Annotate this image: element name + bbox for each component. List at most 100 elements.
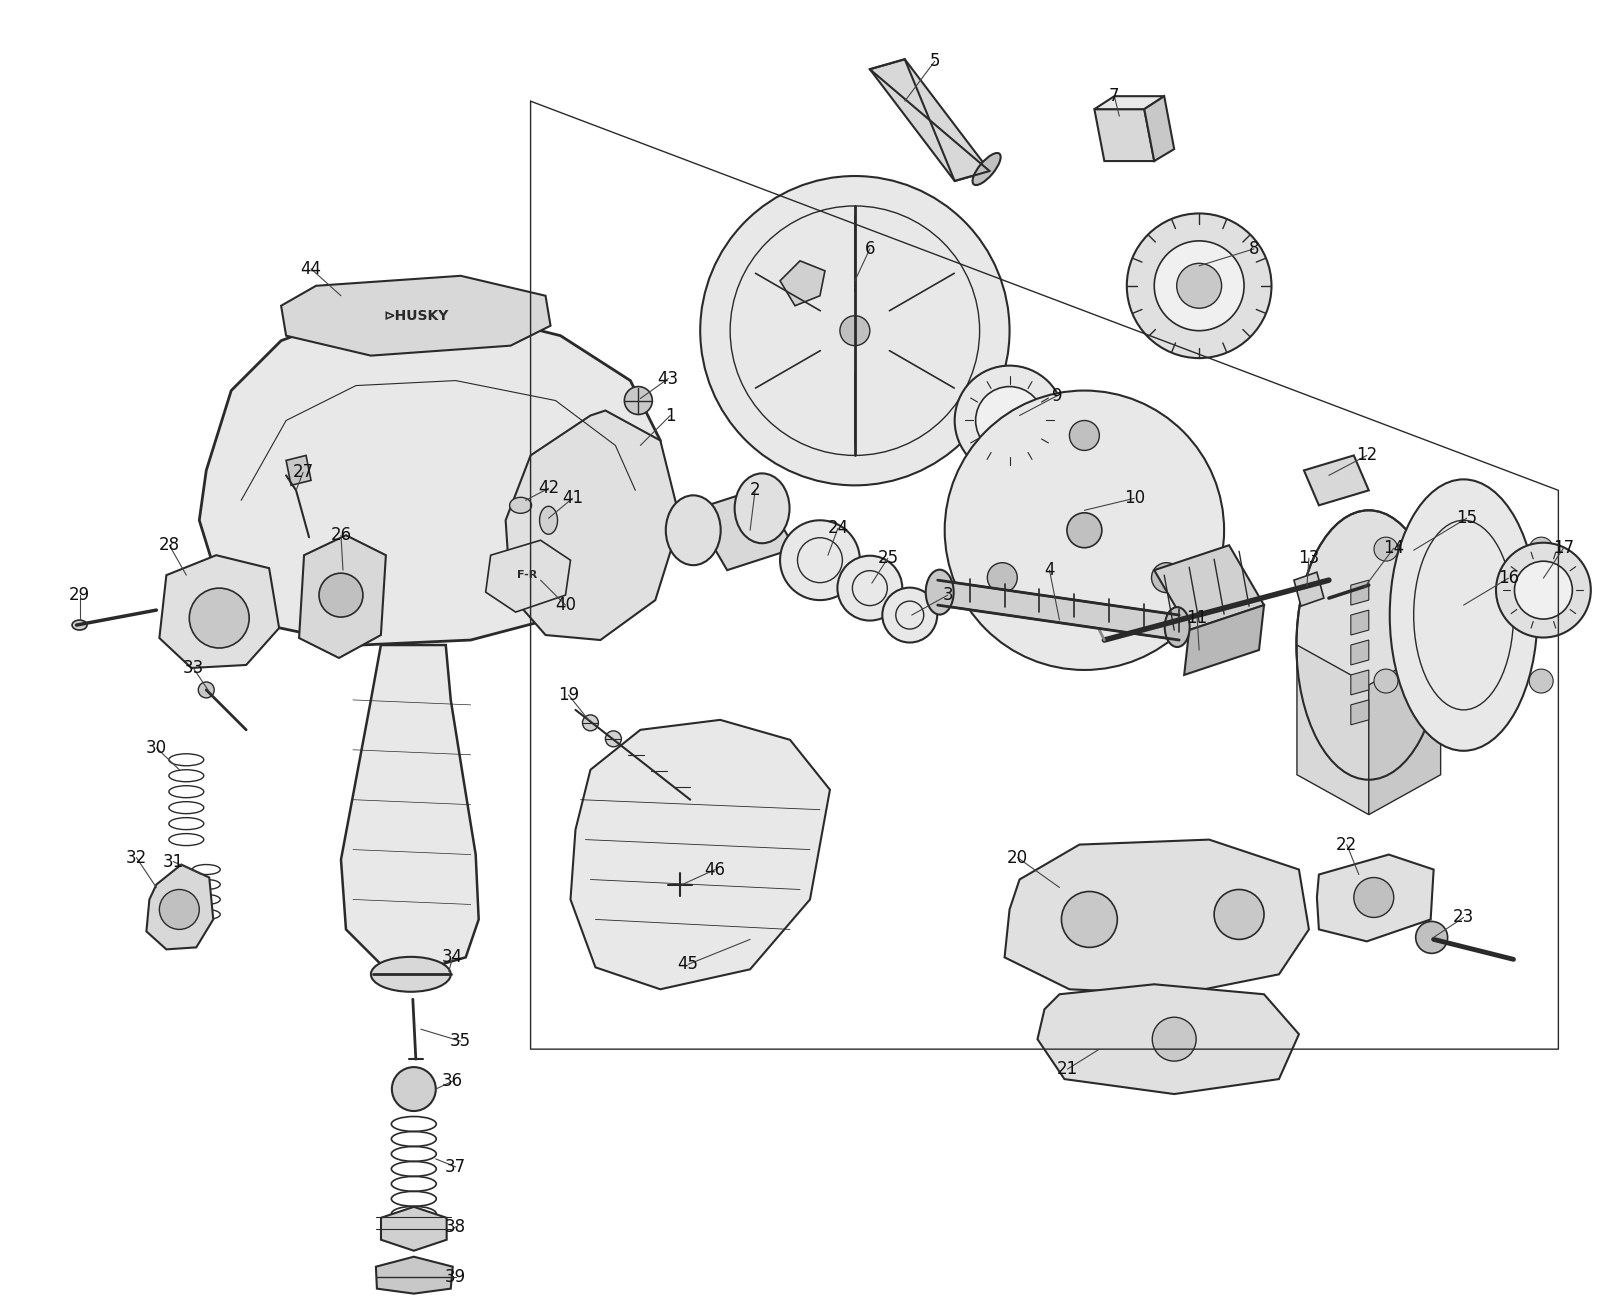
Polygon shape <box>1298 645 1368 815</box>
Text: 1: 1 <box>666 407 675 425</box>
Polygon shape <box>1005 840 1309 994</box>
Ellipse shape <box>1165 608 1190 647</box>
Polygon shape <box>781 261 826 305</box>
Circle shape <box>624 386 653 415</box>
Polygon shape <box>299 535 386 659</box>
Circle shape <box>1061 892 1117 948</box>
Circle shape <box>189 588 250 648</box>
Polygon shape <box>286 455 310 485</box>
Polygon shape <box>1184 605 1264 675</box>
Text: 22: 22 <box>1336 836 1357 854</box>
Ellipse shape <box>1296 510 1442 780</box>
Polygon shape <box>486 540 571 612</box>
Text: 24: 24 <box>827 519 848 537</box>
Polygon shape <box>341 645 478 968</box>
Text: 25: 25 <box>877 549 898 567</box>
Ellipse shape <box>1126 214 1272 359</box>
Polygon shape <box>1144 96 1174 162</box>
Circle shape <box>1354 878 1394 918</box>
Circle shape <box>198 682 214 698</box>
Text: 32: 32 <box>126 849 147 867</box>
Text: 21: 21 <box>1058 1060 1078 1078</box>
Polygon shape <box>146 865 213 949</box>
Polygon shape <box>160 556 278 668</box>
Ellipse shape <box>1390 480 1538 751</box>
Circle shape <box>674 778 690 794</box>
Polygon shape <box>1350 610 1368 635</box>
Circle shape <box>1416 922 1448 953</box>
Text: 38: 38 <box>445 1218 466 1236</box>
Text: 23: 23 <box>1453 909 1474 926</box>
Text: 15: 15 <box>1456 510 1477 527</box>
Text: 6: 6 <box>864 240 875 258</box>
Polygon shape <box>381 1206 446 1251</box>
Text: 16: 16 <box>1498 569 1518 587</box>
Text: 10: 10 <box>1123 489 1146 507</box>
Circle shape <box>1214 889 1264 939</box>
Text: 26: 26 <box>331 527 352 544</box>
Text: 3: 3 <box>942 585 954 604</box>
Text: 42: 42 <box>538 480 558 497</box>
Ellipse shape <box>840 316 870 346</box>
Text: 17: 17 <box>1554 540 1574 557</box>
Text: F-R: F-R <box>517 570 538 580</box>
Ellipse shape <box>1154 241 1245 331</box>
Polygon shape <box>376 1257 453 1294</box>
Text: 40: 40 <box>555 596 576 614</box>
Ellipse shape <box>734 473 789 544</box>
Polygon shape <box>1304 455 1368 506</box>
Text: 28: 28 <box>158 536 179 554</box>
Polygon shape <box>1037 985 1299 1094</box>
Polygon shape <box>1350 700 1368 725</box>
Ellipse shape <box>1496 542 1590 638</box>
Circle shape <box>392 1067 435 1111</box>
Text: 46: 46 <box>704 861 726 879</box>
Ellipse shape <box>510 497 531 514</box>
Polygon shape <box>1154 545 1264 630</box>
Text: 7: 7 <box>1109 87 1120 106</box>
Text: 9: 9 <box>1053 386 1062 404</box>
Circle shape <box>160 889 200 930</box>
Polygon shape <box>1317 854 1434 941</box>
Text: 33: 33 <box>182 659 203 677</box>
Ellipse shape <box>882 588 938 643</box>
Text: 11: 11 <box>1187 609 1208 627</box>
Text: ⊳HUSKY: ⊳HUSKY <box>382 309 448 322</box>
Circle shape <box>1152 563 1181 592</box>
Circle shape <box>1530 537 1554 561</box>
Text: 34: 34 <box>442 948 464 966</box>
Ellipse shape <box>973 153 1000 185</box>
Ellipse shape <box>1176 263 1221 308</box>
Text: 37: 37 <box>445 1158 466 1176</box>
Ellipse shape <box>781 520 859 600</box>
Text: 8: 8 <box>1248 240 1259 258</box>
Circle shape <box>1374 537 1398 561</box>
Circle shape <box>582 715 598 730</box>
Circle shape <box>669 872 693 896</box>
Ellipse shape <box>371 957 451 992</box>
Text: 35: 35 <box>450 1033 472 1050</box>
Ellipse shape <box>976 386 1043 454</box>
Text: 13: 13 <box>1298 549 1320 567</box>
Ellipse shape <box>1067 512 1102 548</box>
Polygon shape <box>1094 110 1154 162</box>
Polygon shape <box>938 580 1179 640</box>
Polygon shape <box>1368 645 1440 815</box>
Text: 27: 27 <box>293 463 314 481</box>
Polygon shape <box>693 489 795 570</box>
Circle shape <box>651 763 667 778</box>
Ellipse shape <box>955 365 1064 476</box>
Ellipse shape <box>666 496 720 565</box>
Ellipse shape <box>1515 561 1573 619</box>
Polygon shape <box>506 411 680 640</box>
Circle shape <box>1374 669 1398 692</box>
Ellipse shape <box>539 506 557 535</box>
Polygon shape <box>1094 96 1165 110</box>
Text: 30: 30 <box>146 739 166 756</box>
Polygon shape <box>1350 670 1368 695</box>
Polygon shape <box>1294 572 1323 606</box>
Ellipse shape <box>926 570 954 614</box>
Polygon shape <box>1398 537 1429 571</box>
Polygon shape <box>520 490 598 618</box>
Text: 43: 43 <box>658 369 678 387</box>
